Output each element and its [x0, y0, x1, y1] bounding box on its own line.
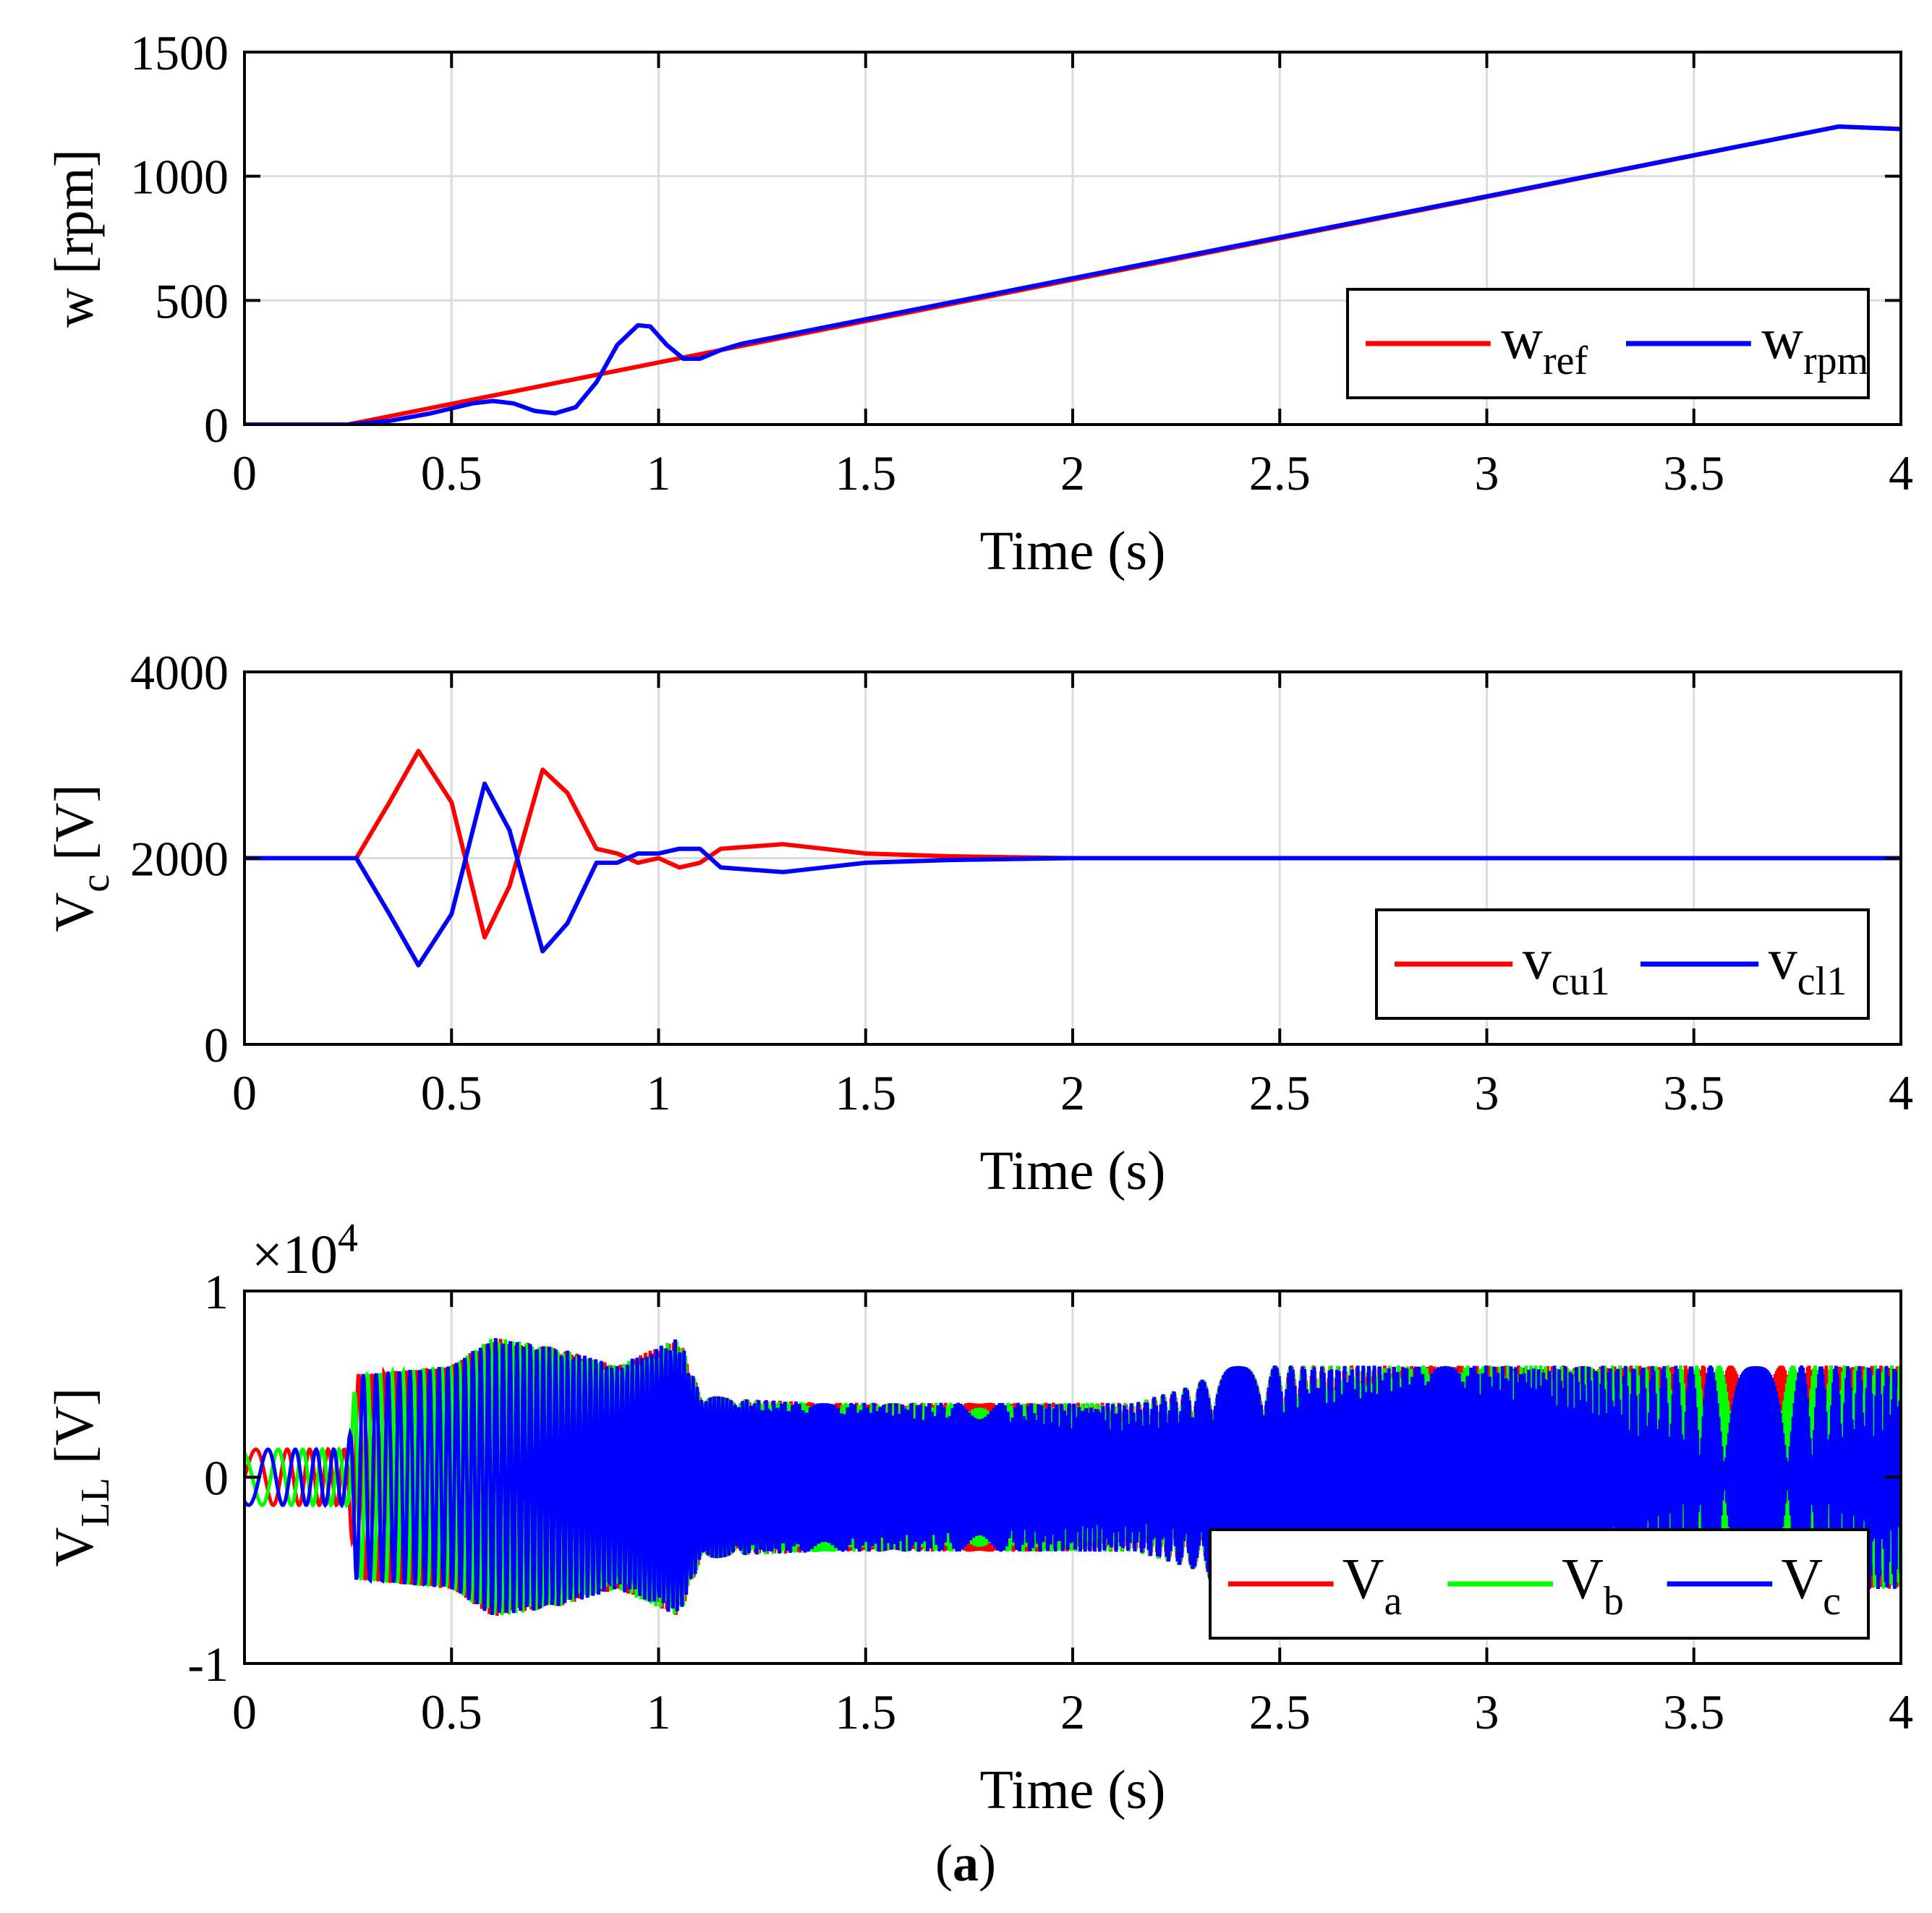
y-axis-label: VLL [V]	[44, 1388, 118, 1567]
legend-label-b: Vb	[1562, 1548, 1624, 1624]
x-tick-label: 2.5	[1249, 446, 1311, 500]
x-tick-label: 1.5	[835, 1065, 896, 1120]
legend-label-cu1: vcu1	[1523, 928, 1610, 1004]
exponent-label: ×104	[252, 1216, 358, 1285]
series-cu1-line	[244, 749, 1901, 940]
data-layer	[244, 749, 1901, 968]
x-tick-label: 1	[647, 446, 671, 500]
x-tick-label: 3	[1475, 1684, 1499, 1739]
series-rpm-line	[244, 124, 1901, 425]
x-axis-label: Time (s)	[980, 521, 1166, 581]
x-tick-label: 4	[1889, 1684, 1913, 1739]
x-tick-label: 2	[1060, 1684, 1085, 1739]
y-axis-label: w [rpm]	[44, 149, 105, 328]
x-tick-label: 3.5	[1663, 446, 1724, 500]
x-tick-label: 0	[232, 446, 257, 500]
figure-caption: (a)	[935, 1834, 996, 1892]
x-tick-label: 1.5	[835, 446, 896, 500]
legend: Va Vb Vc	[1209, 1528, 1870, 1640]
x-tick-label: 3	[1475, 446, 1499, 500]
y-tick-label: 2000	[130, 832, 229, 887]
data-layer	[244, 124, 1901, 425]
series-cl1-line	[244, 781, 1901, 968]
x-tick-label: 3	[1475, 1065, 1499, 1120]
x-tick-label: 3.5	[1663, 1684, 1724, 1739]
x-tick-label: 2.5	[1249, 1065, 1311, 1120]
legend-label-a: Va	[1342, 1548, 1403, 1624]
x-tick-label: 1	[647, 1684, 671, 1739]
y-axis-label: Vc [V]	[44, 784, 118, 932]
x-tick-label: 2	[1060, 446, 1085, 500]
x-tick-label: 0	[232, 1065, 257, 1120]
x-tick-label: 0.5	[421, 1684, 482, 1739]
y-tick-label: -1	[187, 1637, 229, 1692]
x-tick-label: 0	[232, 1684, 257, 1739]
legend-label-ref: wref	[1501, 307, 1588, 383]
y-tick-label: 500	[155, 273, 229, 328]
y-tick-label: 1500	[130, 25, 229, 80]
x-tick-label: 1	[647, 1065, 671, 1120]
x-tick-label: 4	[1889, 1065, 1913, 1120]
legend-label-c: Vc	[1781, 1548, 1841, 1624]
x-tick-label: 0.5	[421, 1065, 482, 1120]
x-axis-label: Time (s)	[980, 1760, 1166, 1820]
legend-label-cl1: vcl1	[1769, 928, 1847, 1004]
y-tick-label: 4000	[130, 645, 229, 700]
x-tick-label: 0.5	[421, 446, 482, 500]
y-tick-label: 1	[204, 1264, 229, 1319]
capacitor-voltage-plot: 0 0.5 1 1.5 2 2.5 3 3.5 4 0 2000 4000 Time (s) Vc [V]…	[44, 645, 1913, 1201]
legend: wref wrpm	[1346, 288, 1870, 399]
x-tick-label: 2	[1060, 1065, 1085, 1120]
y-tick-label: 0	[204, 398, 229, 453]
x-tick-label: 2.5	[1249, 1684, 1311, 1739]
y-tick-label: 1000	[130, 150, 229, 205]
x-tick-label: 3.5	[1663, 1065, 1724, 1120]
y-tick-label: 0	[204, 1018, 229, 1073]
legend-label-rpm: wrpm	[1761, 307, 1868, 383]
x-tick-label: 4	[1889, 446, 1913, 500]
y-tick-label: 0	[204, 1451, 229, 1506]
speed-plot: 0 0.5 1 1.5 2 2.5 3 3.5 4 0 500 1000 1500 Time (s) w […	[44, 25, 1913, 581]
x-tick-label: 1.5	[835, 1684, 896, 1739]
x-axis-label: Time (s)	[980, 1141, 1166, 1201]
legend: vcu1 vcl1	[1375, 908, 1870, 1020]
